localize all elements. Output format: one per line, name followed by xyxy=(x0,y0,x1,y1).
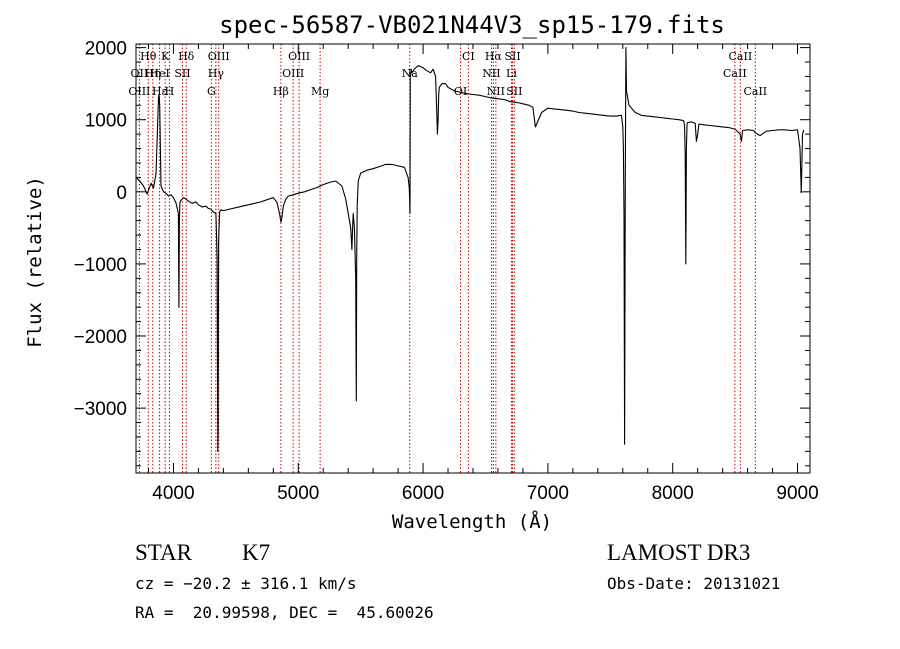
line-label: K xyxy=(161,50,170,63)
line-label: Hθ xyxy=(140,50,157,63)
line-label: SII xyxy=(506,85,522,98)
y-tick-label: −2000 xyxy=(74,327,127,348)
y-axis: 2000 1000 0 −1000 −2000 −3000 xyxy=(74,39,810,467)
object-class: STAR xyxy=(135,540,193,565)
line-label: CI xyxy=(462,50,475,63)
line-label: OIII xyxy=(288,50,310,63)
line-label: Hη xyxy=(145,67,161,80)
line-label: Hβ xyxy=(273,85,289,98)
line-label: OI xyxy=(454,85,467,98)
y-tick-label: −1000 xyxy=(74,255,127,276)
y-tick-label: 0 xyxy=(116,183,127,204)
line-label: OIII xyxy=(128,85,150,98)
line-label: HeI xyxy=(149,67,169,80)
line-label: OII xyxy=(131,67,149,80)
object-subclass: K7 xyxy=(242,540,270,565)
x-tick-label: 8000 xyxy=(652,483,694,504)
chart-title: spec-56587-VB021N44V3_sp15-179.fits xyxy=(219,11,725,39)
line-label: Li xyxy=(506,67,517,80)
line-label: OIII xyxy=(208,50,230,63)
sky-coordinates: RA = 20.99598, DEC = 45.60026 xyxy=(135,603,434,622)
redshift-velocity: cz = −20.2 ± 316.1 km/s xyxy=(135,574,357,593)
line-label: Mg xyxy=(311,85,329,98)
y-axis-label: Flux (relative) xyxy=(24,176,46,348)
x-tick-label: 7000 xyxy=(527,483,569,504)
line-label: SII xyxy=(174,67,190,80)
line-label: NII xyxy=(487,85,505,98)
line-label: OIII xyxy=(282,67,304,80)
line-label: CaII xyxy=(743,85,767,98)
line-label: G xyxy=(207,85,216,98)
y-tick-label: 1000 xyxy=(85,111,127,132)
observation-date: Obs-Date: 20131021 xyxy=(607,574,780,593)
line-label: SII xyxy=(504,50,520,63)
x-tick-label: 5000 xyxy=(277,483,319,504)
line-label: Hα xyxy=(485,50,503,63)
line-label: Hε xyxy=(152,85,168,98)
line-label: CaII xyxy=(723,67,747,80)
survey-name: LAMOST DR3 xyxy=(607,540,750,565)
line-label: NII xyxy=(482,67,500,80)
x-axis: 4000 5000 6000 7000 8000 9000 xyxy=(147,44,819,504)
y-tick-label: 2000 xyxy=(85,39,127,60)
line-label: H xyxy=(165,85,175,98)
x-tick-label: 4000 xyxy=(152,483,194,504)
line-label: Hγ xyxy=(208,67,225,80)
spectrum-line xyxy=(135,47,805,452)
x-tick-label: 6000 xyxy=(402,483,444,504)
line-label: CaII xyxy=(729,50,753,63)
x-tick-label: 9000 xyxy=(776,483,818,504)
y-tick-label: −3000 xyxy=(74,399,127,420)
x-axis-label: Wavelength (Å) xyxy=(392,510,552,533)
line-label: Hδ xyxy=(178,50,195,63)
